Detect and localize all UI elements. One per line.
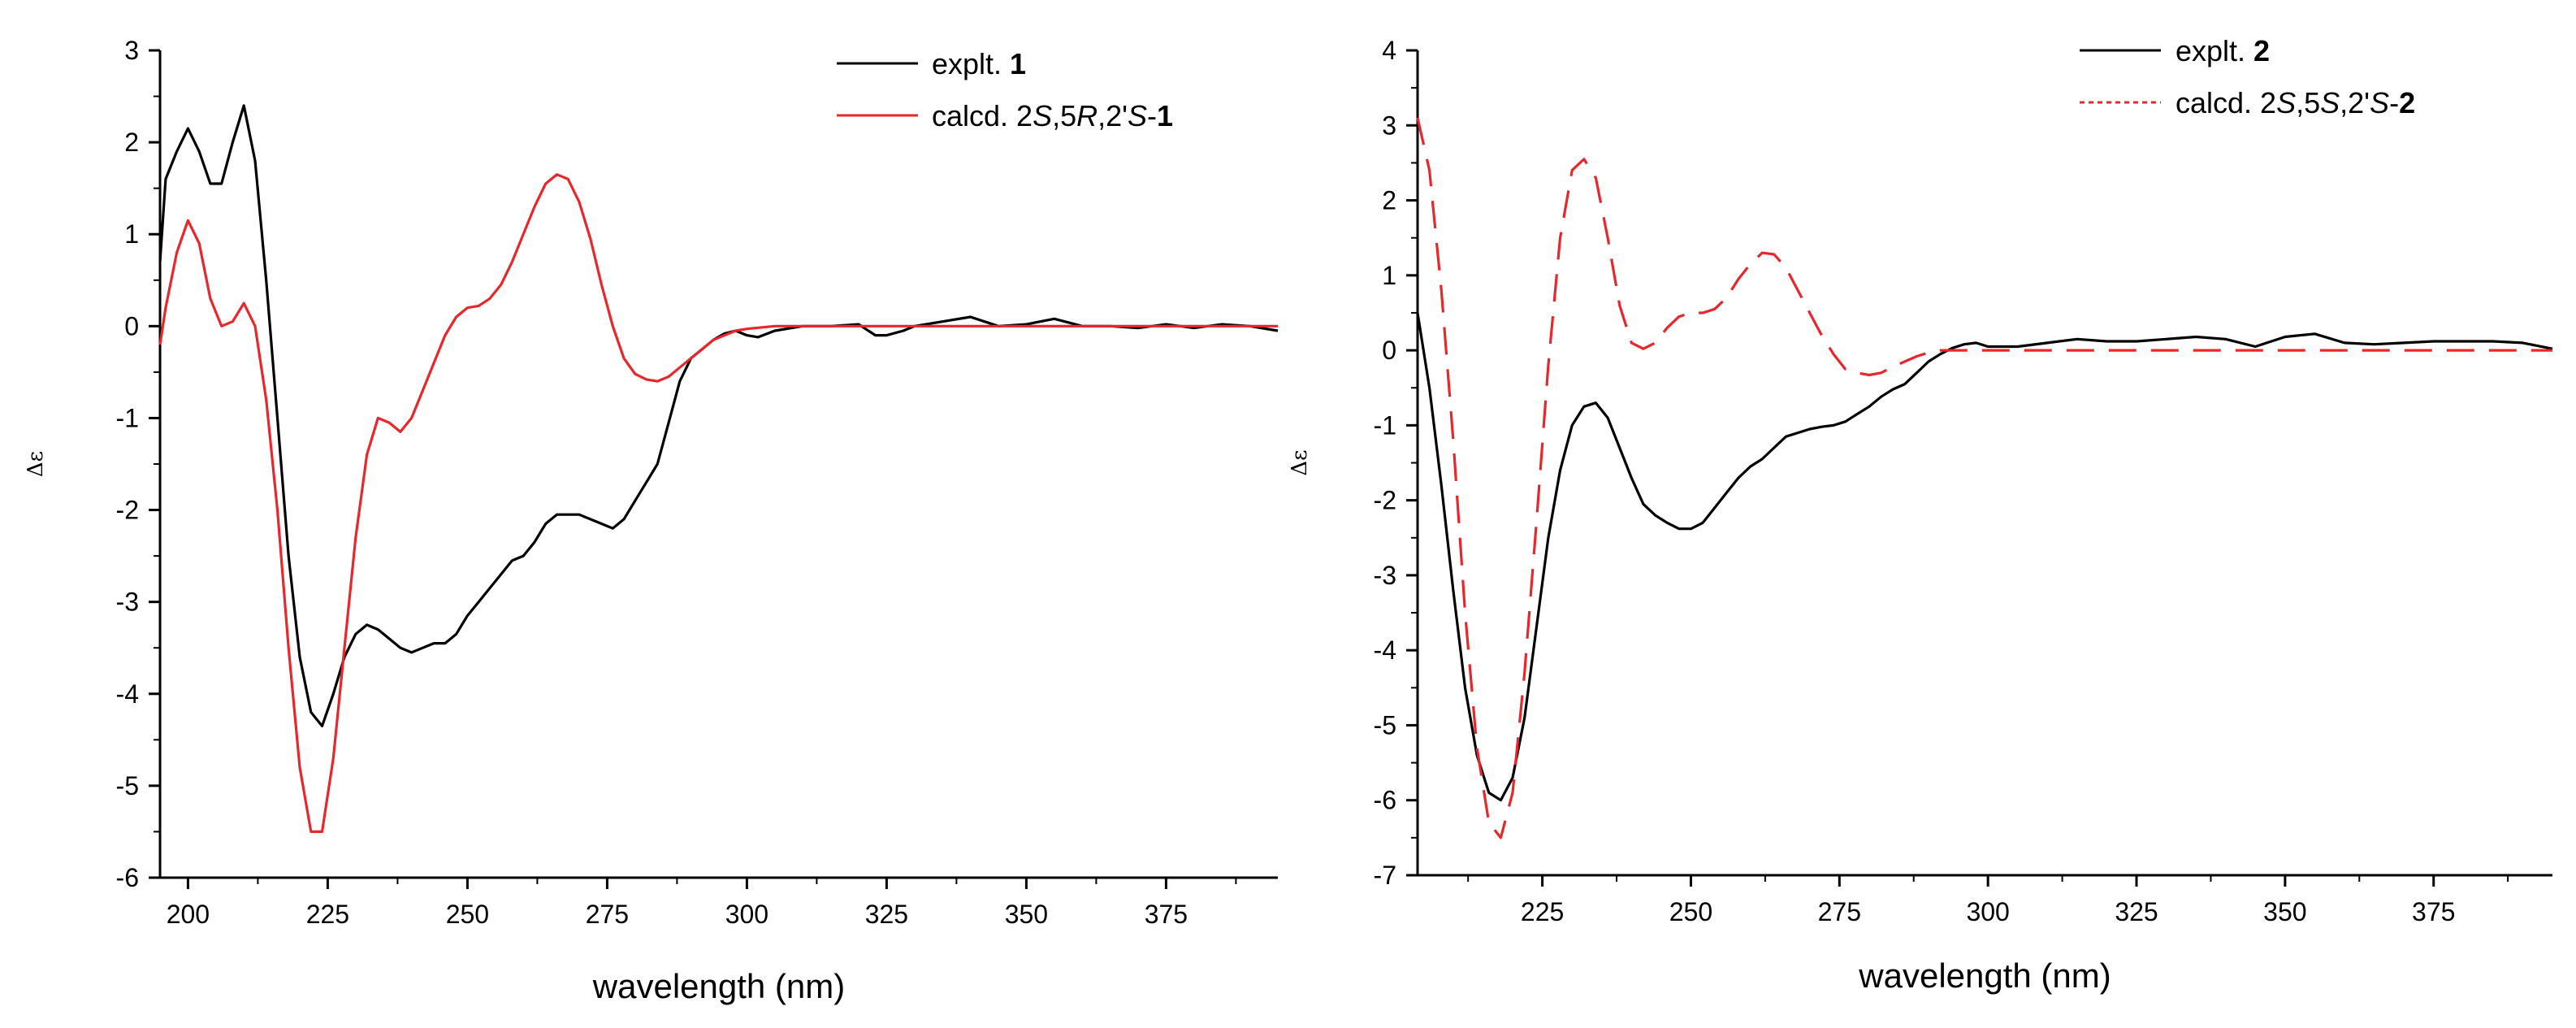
y-tick-label: -1 — [116, 403, 139, 432]
x-tick-label: 225 — [1521, 897, 1564, 926]
legend-label-part: S — [1128, 99, 1147, 132]
y-tick-label: -7 — [1374, 861, 1396, 890]
legend-label-part: explt. — [2176, 34, 2253, 67]
y-tick-label: 3 — [124, 36, 139, 65]
y-tick-label: 0 — [1382, 336, 1396, 365]
y-tick-label: -2 — [1374, 486, 1396, 515]
legend-label: calcd. 2S,5R,2'S-1 — [932, 99, 1173, 132]
x-tick-label: 250 — [446, 900, 489, 929]
y-tick-label: -3 — [1374, 561, 1396, 590]
legend-label-part: calcd. 2 — [2176, 86, 2276, 119]
x-tick-label: 350 — [2263, 897, 2306, 926]
x-axis-title: wavelength (nm) — [592, 967, 845, 1005]
legend-label-part: - — [2389, 86, 2399, 119]
y-tick-label: 1 — [1382, 261, 1396, 290]
series-line-experimental — [158, 104, 1279, 727]
legend-label-part: ,2' — [2340, 86, 2370, 119]
x-tick-label: 325 — [2115, 897, 2158, 926]
y-tick-label: -6 — [116, 863, 139, 892]
x-tick-label: 250 — [1669, 897, 1712, 926]
x-tick-label: 350 — [1005, 900, 1048, 929]
y-tick-label: -4 — [116, 679, 139, 709]
y-tick-label: 3 — [1382, 111, 1396, 140]
legend-label-part: - — [1147, 99, 1157, 132]
legend-label-part: R — [1076, 99, 1098, 132]
legend-label-part: calcd. 2 — [932, 99, 1033, 132]
x-tick-label: 375 — [2412, 897, 2455, 926]
legend-label-part: ,5 — [2296, 86, 2320, 119]
y-tick-label: 1 — [124, 219, 139, 249]
legend-label-part: 2 — [2399, 86, 2415, 119]
legend-label-part: 1 — [1010, 47, 1026, 80]
y-tick-label: -4 — [1374, 635, 1396, 665]
legend-label-part: S — [1033, 99, 1052, 132]
y-tick-label: -5 — [1374, 710, 1396, 740]
x-tick-label: 225 — [306, 900, 349, 929]
y-tick-label: 2 — [124, 128, 139, 157]
legend-label-part: 1 — [1157, 99, 1173, 132]
legend-label: explt. 1 — [932, 47, 1026, 80]
legend-label: calcd. 2S,5S,2'S-2 — [2176, 86, 2415, 119]
series-line-experimental — [1416, 312, 2553, 802]
legend-label-part: ,2' — [1098, 99, 1128, 132]
x-axis-title: wavelength (nm) — [1858, 956, 2111, 995]
y-tick-label: -3 — [116, 588, 139, 617]
legend-label: explt. 2 — [2176, 34, 2270, 67]
y-tick-label: 4 — [1382, 36, 1396, 65]
x-tick-label: 275 — [1818, 897, 1861, 926]
legend-label-part: S — [2370, 86, 2389, 119]
series-line-calculated — [158, 173, 1278, 833]
series-line-calculated — [1416, 117, 2552, 839]
x-tick-label: 300 — [725, 900, 768, 929]
y-tick-label: -5 — [116, 771, 139, 800]
y-tick-label: -2 — [116, 496, 139, 525]
x-tick-label: 300 — [1966, 897, 2009, 926]
x-tick-label: 200 — [167, 900, 210, 929]
legend-label-part: 2 — [2253, 34, 2270, 67]
x-tick-label: 275 — [586, 900, 629, 929]
y-tick-label: 0 — [124, 311, 139, 340]
y-tick-label: -6 — [1374, 786, 1396, 815]
y-axis-title: Δε — [24, 451, 48, 477]
x-tick-label: 375 — [1145, 900, 1188, 929]
legend-label-part: S — [2276, 86, 2296, 119]
y-tick-label: -1 — [1374, 410, 1396, 440]
y-tick-label: 2 — [1382, 186, 1396, 215]
legend-label-part: S — [2320, 86, 2340, 119]
legend-label-part: explt. — [932, 47, 1010, 80]
y-axis-title: Δε — [1288, 449, 1312, 475]
x-tick-label: 325 — [865, 900, 908, 929]
legend-label-part: ,5 — [1052, 99, 1076, 132]
